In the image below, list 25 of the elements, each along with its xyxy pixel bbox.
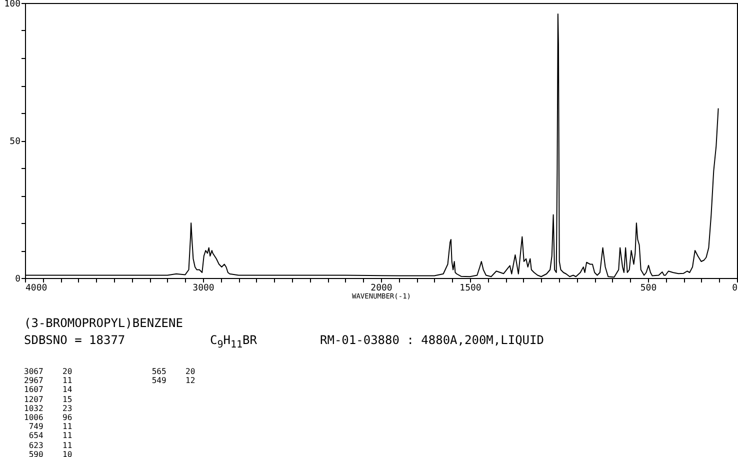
- text: C$_{9}$H$_{11}$BR: [210, 333, 257, 350]
- text: 1032 23: [24, 404, 72, 413]
- text: 1607 14: [24, 385, 72, 394]
- text: 549 12: [150, 376, 196, 386]
- text: (3-BROMOPROPYL)BENZENE: [24, 316, 183, 330]
- x-tick-label: 1500: [460, 284, 482, 294]
- text: SDBSNO = 18377: [24, 333, 126, 347]
- text: 1006 96: [24, 413, 72, 422]
- text: 590 10: [28, 450, 72, 457]
- y-tick-label: 0: [15, 274, 20, 284]
- y-tick-label: 100: [4, 0, 20, 10]
- y-tick-label: 50: [10, 137, 20, 147]
- x-tick-label: 3000: [192, 284, 214, 294]
- x-tick-label: 0: [732, 284, 738, 294]
- text: 749 11: [28, 422, 72, 432]
- x-tick-label: 4000: [26, 284, 48, 294]
- text: 3067 20: [24, 367, 72, 376]
- text: RM-01-03880 : 4880A,200M,LIQUID: [320, 333, 544, 347]
- x-tick-label: 500: [640, 284, 657, 294]
- text: 654 11: [28, 431, 72, 440]
- text: 565 20: [150, 367, 196, 376]
- text: 623 11: [28, 440, 72, 450]
- text: 2967 11: [24, 376, 72, 386]
- text: 1207 15: [24, 394, 72, 404]
- x-tick-label: 2000: [370, 284, 392, 294]
